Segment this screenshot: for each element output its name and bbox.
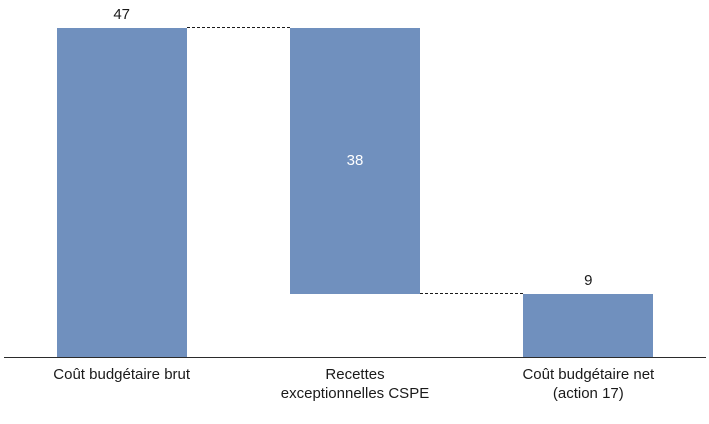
connector-dashed-line-2 bbox=[419, 293, 524, 294]
bar-value-label-1: 47 bbox=[113, 6, 130, 23]
x-axis-category-label-3: Coût budgétaire net (action 17) bbox=[522, 366, 655, 402]
waterfall-bar-1 bbox=[56, 28, 187, 357]
bar-value-label-3: 9 bbox=[584, 272, 593, 289]
x-axis-line bbox=[4, 357, 706, 358]
waterfall-bar-2 bbox=[289, 28, 420, 294]
connector-dashed-line-1 bbox=[186, 27, 290, 28]
waterfall-bar-3 bbox=[523, 294, 654, 357]
x-axis-category-label-1: Coût budgétaire brut bbox=[53, 366, 191, 383]
x-axis-category-label-2: Recettes exceptionnelles CSPE bbox=[280, 366, 430, 402]
bar-value-label-2: 38 bbox=[346, 152, 364, 169]
